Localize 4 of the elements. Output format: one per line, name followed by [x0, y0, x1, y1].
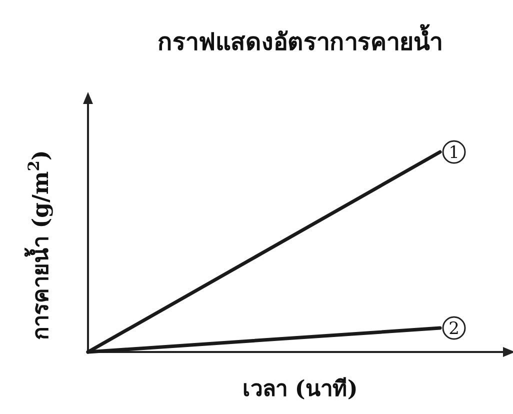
chart-title: กราฟแสดงอัตราการคายน้ำ — [158, 23, 442, 56]
series-label: 2 — [448, 319, 460, 339]
x-axis-title: เวลา (นาที) — [242, 376, 358, 402]
series-label: 1 — [448, 143, 460, 163]
